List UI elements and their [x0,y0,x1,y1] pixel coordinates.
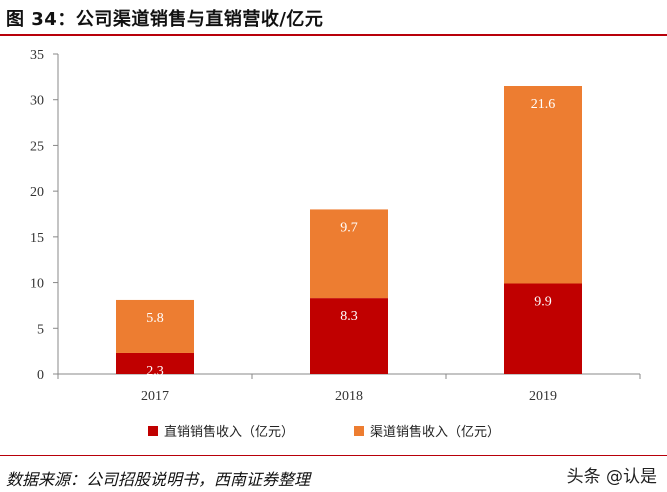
data-label-2017-1: 5.8 [146,311,164,326]
data-label-2018-0: 8.3 [340,309,358,324]
bar-segment-2017-0 [116,352,194,374]
legend-swatch-direct-sales [148,425,158,436]
data-label-2018-1: 9.7 [340,220,358,235]
watermark: 头条 @认是 [566,467,657,487]
data-label-2019-1: 21.6 [531,97,556,112]
bar-segment-2018-0 [310,298,388,374]
y-tick-label: 30 [30,94,44,109]
bar-segment-2019-1 [504,86,582,284]
source-divider [0,455,667,456]
legend-label-channel-sales: 渠道销售收入（亿元） [370,425,501,440]
x-tick-label: 2017 [141,389,169,404]
title-bar: 图 34：公司渠道销售与直销营收/亿元 [0,0,667,36]
x-tick-label: 2018 [335,389,363,404]
y-tick-label: 20 [30,185,44,200]
bar-segment-2019-0 [504,283,582,374]
y-tick-label: 25 [30,139,44,154]
legend-swatch-channel-sales [354,425,364,436]
chart-title: 图 34：公司渠道销售与直销营收/亿元 [6,9,324,30]
legend-label-direct-sales: 直销销售收入（亿元） [164,425,295,440]
x-tick-label: 2019 [529,389,557,404]
data-label-2019-0: 9.9 [534,294,552,309]
y-tick-label: 5 [37,322,44,337]
y-tick-label: 15 [30,231,44,246]
bar-segment-2018-1 [310,209,388,299]
legend-item-channel-sales: 渠道销售收入（亿元） [354,421,500,440]
y-tick-label: 35 [30,48,44,63]
stacked-bar-chart: 0 5 10 15 20 25 30 35 2.3 5.8 2017 8.3 9.7 2018 9.9 21.… [30,48,641,404]
y-tick-label: 0 [37,368,44,383]
bar-segment-2017-1 [116,299,194,353]
source-note: 数据来源：公司招股说明书，西南证券整理 [6,470,311,489]
y-tick-label: 10 [30,277,44,292]
data-label-2017-0: 2.3 [146,364,164,379]
legend-item-direct-sales: 直销销售收入（亿元） [148,421,294,440]
legend: 直销销售收入（亿元） 渠道销售收入（亿元） [0,421,667,441]
